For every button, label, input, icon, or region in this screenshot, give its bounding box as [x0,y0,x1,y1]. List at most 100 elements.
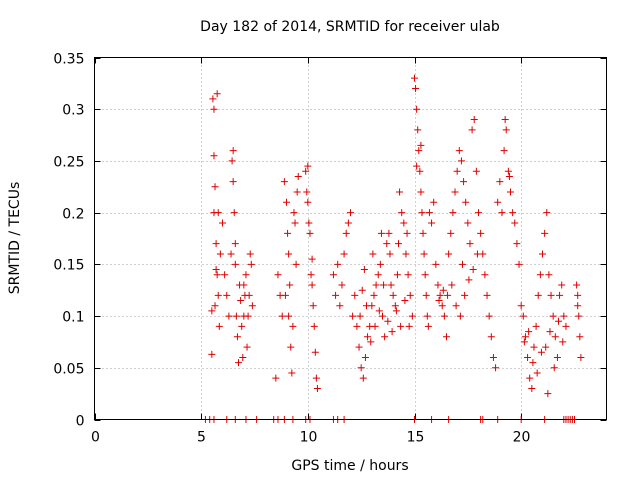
data-point [404,271,412,279]
data-point [379,312,386,320]
data-point [574,291,582,299]
data-point [551,333,559,341]
data-point [293,188,301,196]
data-point [424,322,432,330]
data-point [449,209,457,217]
data-point [447,229,455,237]
data-point [543,209,551,217]
data-point [208,307,216,315]
x-axis-label: GPS time / hours [291,458,408,474]
data-point [513,240,521,248]
data-point [288,369,296,377]
data-point [425,209,433,217]
data-point [235,359,242,367]
data-point [402,250,410,258]
x-tick-label: 20 [513,430,531,446]
data-point [507,188,514,196]
data-point [215,322,223,330]
data-point [375,307,383,315]
data-point [228,157,236,165]
data-point [558,281,566,289]
data-point [403,229,411,237]
data-point [361,353,369,361]
data-point [520,338,528,346]
data-point [209,95,217,103]
y-axis-label: SRMTID / TECUs [7,182,23,295]
data-point [519,312,527,320]
data-point [417,188,425,196]
data-point [313,384,321,392]
data-point [291,219,299,227]
data-point [456,312,464,320]
data-point [405,322,413,330]
data-point [455,147,463,155]
data-point [457,157,465,165]
data-point [560,312,568,320]
data-point [494,198,502,206]
data-point [436,291,444,299]
data-point [216,250,224,258]
data-point [534,291,542,299]
data-point [210,105,218,113]
y-tick-label: 0.05 [53,362,84,378]
data-point [344,219,352,227]
data-point [312,374,320,382]
data-point [546,328,554,336]
data-point [384,317,392,325]
data-point [231,240,239,248]
data-point [532,322,540,330]
data-point [428,219,436,227]
data-point [481,271,489,279]
data-point [445,250,453,258]
data-point [511,219,519,227]
y-tick-label: 0 [76,414,85,430]
y-tick-label: 0.1 [62,310,84,326]
data-point [418,209,426,217]
data-point [310,322,318,330]
data-point [526,374,534,382]
y-tick-label: 0.3 [62,103,84,119]
data-point [358,286,366,294]
data-point [232,312,240,320]
y-tick-label: 0.35 [53,52,84,68]
data-point [501,116,509,124]
data-point [274,271,282,279]
data-point [475,209,482,217]
data-point [555,317,562,325]
data-point [528,384,536,392]
data-point [214,291,222,299]
data-point [464,219,472,227]
data-point [435,297,443,305]
y-tick-label: 0.2 [62,207,84,223]
data-point [500,147,508,155]
data-point [533,369,541,377]
data-point [396,188,404,196]
data-point [536,271,544,279]
data-point [240,281,248,289]
axis-ticks [94,57,607,421]
data-point [542,343,550,351]
data-point [544,390,552,398]
data-point [477,229,485,237]
data-point [372,281,380,289]
data-point [448,281,456,289]
data-point [412,85,420,93]
data-point [453,167,461,175]
data-point [487,333,495,341]
data-point [385,229,393,237]
data-point [287,343,295,351]
data-point [524,353,532,361]
data-point [248,302,256,310]
data-point [577,353,585,361]
data-point [342,229,350,237]
data-point [278,312,286,320]
data-point [245,291,253,299]
data-point [393,271,401,279]
data-point [219,219,226,227]
data-point [459,260,466,268]
data-point [434,281,442,289]
data-point [388,328,396,336]
data-point [284,229,292,237]
data-point [233,333,241,341]
